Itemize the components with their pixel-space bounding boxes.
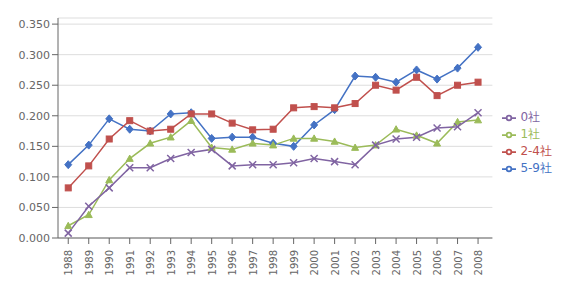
svg-text:0.150: 0.150 <box>19 140 51 153</box>
svg-text:1998: 1998 <box>268 250 279 275</box>
svg-text:1993: 1993 <box>166 250 177 275</box>
svg-text:1995: 1995 <box>207 250 218 275</box>
svg-text:1989: 1989 <box>84 250 95 275</box>
html-text:5-9社: 5-9社 <box>520 161 552 175</box>
svg-text:1996: 1996 <box>227 250 238 275</box>
svg-text:0.050: 0.050 <box>19 201 51 214</box>
svg-text:0.250: 0.250 <box>19 79 51 92</box>
svg-text:1997: 1997 <box>248 250 259 275</box>
svg-text:2003: 2003 <box>371 250 382 275</box>
svg-text:2002: 2002 <box>350 250 361 275</box>
svg-text:2001: 2001 <box>330 250 341 275</box>
svg-text:0.200: 0.200 <box>19 110 51 123</box>
svg-text:1988: 1988 <box>63 250 74 275</box>
svg-text:1994: 1994 <box>186 250 197 275</box>
svg-text:1999: 1999 <box>289 250 300 275</box>
svg-text:2007: 2007 <box>453 250 464 275</box>
svg-text:2006: 2006 <box>432 250 443 275</box>
svg-text:1992: 1992 <box>145 250 156 275</box>
svg-text:2008: 2008 <box>473 250 484 275</box>
svg-text:0.300: 0.300 <box>19 49 51 62</box>
svg-text:2004: 2004 <box>391 250 402 275</box>
html-text:0社: 0社 <box>520 110 540 124</box>
svg-text:2000: 2000 <box>309 250 320 275</box>
svg-text:0.350: 0.350 <box>19 18 51 31</box>
svg-text:1991: 1991 <box>125 250 136 275</box>
svg-text:2005: 2005 <box>412 250 423 275</box>
svg-text:1990: 1990 <box>104 250 115 275</box>
html-text:2-4社: 2-4社 <box>520 144 552 158</box>
svg-text:0.100: 0.100 <box>19 171 51 184</box>
html-text:1社: 1社 <box>520 127 540 141</box>
svg-text:0.000: 0.000 <box>19 232 51 245</box>
